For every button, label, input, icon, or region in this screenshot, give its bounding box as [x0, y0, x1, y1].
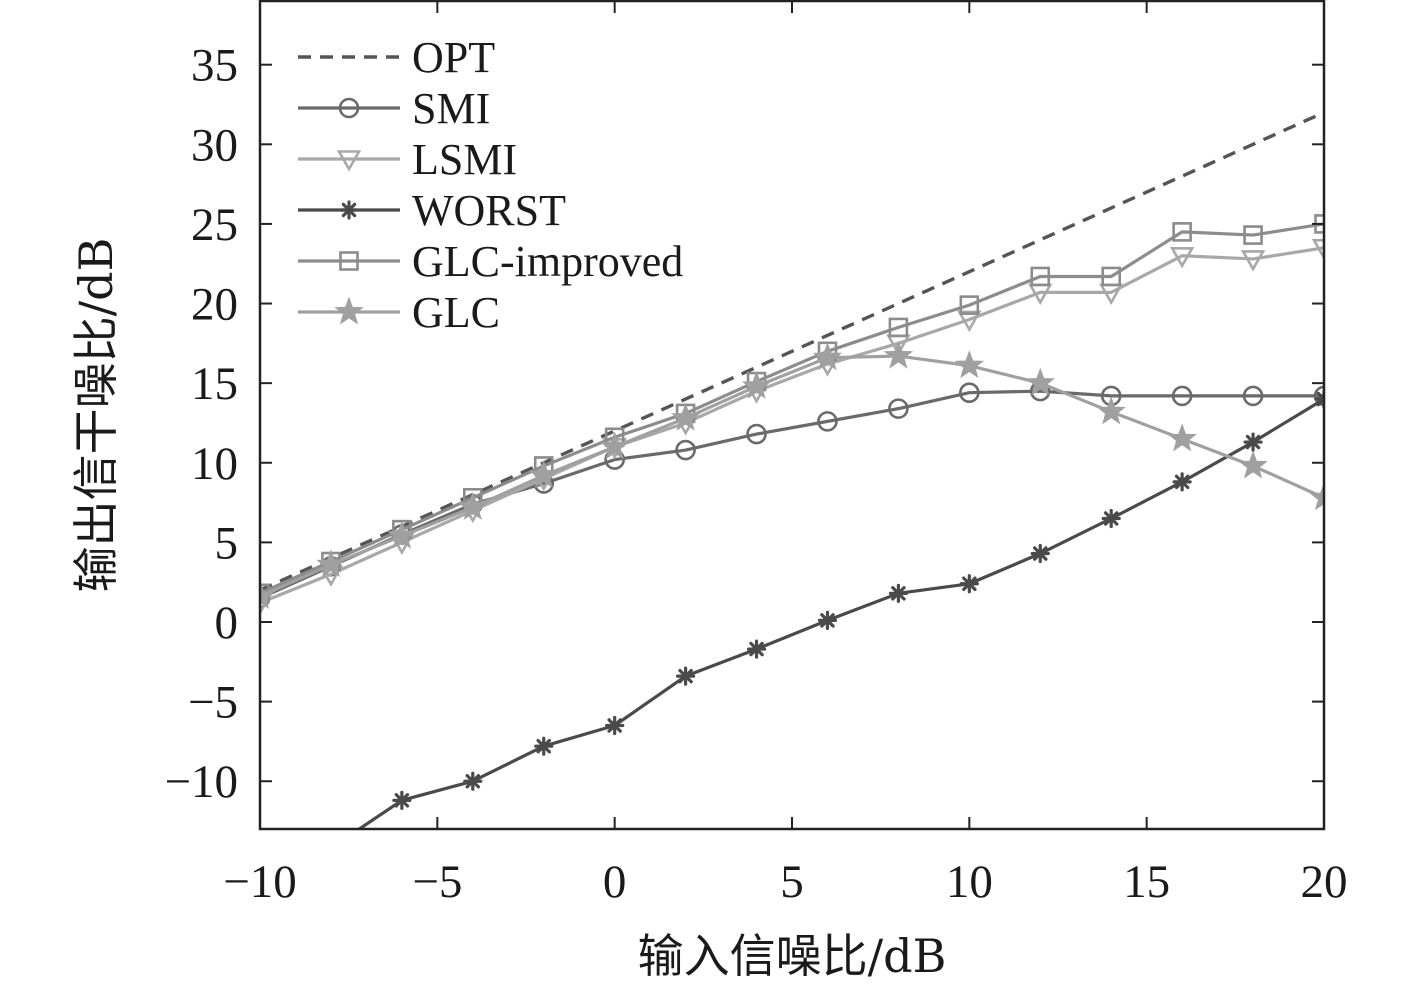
x-tick-label: 10 — [946, 856, 993, 908]
legend-label-opt: OPT — [412, 33, 495, 82]
series-smi — [260, 380, 1324, 609]
y-tick-label: 20 — [191, 279, 238, 331]
data-point-glc-improved — [1243, 225, 1263, 245]
data-point-glc-improved — [888, 317, 909, 338]
legend-item-opt: OPT — [298, 33, 495, 82]
y-tick-label: 25 — [191, 199, 238, 251]
legend-item-glc: GLC — [298, 288, 500, 337]
data-point-smi — [817, 411, 838, 432]
legend-marker-glc — [334, 296, 364, 325]
x-tick-label: 20 — [1301, 856, 1348, 908]
data-point-lsmi — [1169, 246, 1195, 269]
data-point-glc — [1025, 367, 1055, 396]
series-worst — [323, 389, 1324, 856]
series-layer — [260, 110, 1324, 856]
data-point-smi — [959, 382, 980, 404]
x-tick-label: 0 — [603, 856, 627, 908]
data-point-glc — [599, 431, 630, 460]
data-point-glc-improved — [1030, 266, 1051, 287]
data-point-glc — [387, 520, 417, 549]
data-point-worst-center — [1249, 438, 1257, 446]
data-point-glc-improved — [959, 295, 980, 315]
legend-marker-lsmi — [336, 150, 362, 172]
data-point-glc — [741, 370, 772, 399]
y-tick-label: 35 — [191, 40, 238, 92]
data-point-worst-center — [1107, 515, 1115, 522]
y-tick-label: −5 — [188, 677, 238, 729]
legend-label-smi: SMI — [412, 84, 490, 133]
data-point-worst-center — [823, 616, 831, 624]
series-opt — [260, 110, 1324, 592]
data-point-lsmi — [1240, 250, 1266, 272]
series-line-opt — [260, 110, 1324, 592]
data-point-glc — [529, 460, 559, 489]
data-point-worst-center — [327, 845, 334, 852]
y-tick-label: 30 — [191, 119, 238, 171]
data-point-worst-center — [469, 777, 477, 785]
data-point-glc — [883, 340, 914, 369]
legend-label-glc-improved: GLC-improved — [412, 237, 683, 286]
y-tick-label: 5 — [215, 517, 239, 569]
data-point-worst-center — [540, 742, 548, 750]
y-tick-label: 10 — [191, 438, 238, 490]
data-point-smi — [675, 439, 696, 461]
data-point-glc — [1238, 450, 1268, 479]
data-point-glc — [458, 491, 488, 520]
series-glc — [260, 340, 1324, 610]
x-axis-title: 输入信噪比/dB — [638, 929, 947, 983]
legend-label-lsmi: LSMI — [412, 135, 517, 184]
data-point-glc-improved — [1101, 266, 1121, 287]
data-point-glc — [316, 549, 346, 578]
data-point-worst-center — [398, 796, 406, 804]
data-point-glc — [954, 350, 985, 379]
data-point-smi — [888, 398, 909, 419]
y-axis: −10 −5 0 5 10 15 20 25 30 35 — [164, 40, 1324, 808]
data-point-smi — [1313, 385, 1324, 407]
legend-item-worst: WORST — [298, 186, 566, 235]
legend-marker-smi — [338, 97, 360, 119]
y-tick-label: 0 — [215, 597, 239, 649]
data-point-worst-center — [682, 672, 690, 680]
data-point-glc — [260, 581, 275, 610]
legend-marker-glc-improved — [339, 251, 359, 271]
data-point-glc — [812, 342, 843, 371]
legend-label-worst: WORST — [412, 186, 566, 235]
data-point-smi — [1171, 385, 1193, 407]
data-point-glc — [670, 402, 701, 431]
data-point-worst-center — [965, 580, 973, 588]
data-point-smi — [1242, 385, 1264, 407]
y-tick-label: −10 — [164, 756, 238, 808]
series-line-glc — [260, 354, 1324, 598]
data-point-glc — [1309, 482, 1324, 511]
data-point-glc-improved — [1172, 222, 1192, 242]
data-point-lsmi — [1311, 239, 1324, 261]
legend-item-glc-improved: GLC-improved — [298, 237, 683, 286]
x-tick-label: 5 — [780, 856, 804, 908]
data-point-glc — [1096, 396, 1126, 425]
y-tick-label: 15 — [191, 358, 238, 410]
legend-item-smi: SMI — [298, 84, 490, 133]
y-axis-title: 输出信干噪比/dB — [69, 238, 123, 593]
x-tick-label: 15 — [1123, 856, 1170, 908]
data-point-worst-center — [1178, 478, 1186, 486]
data-point-worst-center — [1036, 550, 1044, 558]
series-line-lsmi — [260, 246, 1324, 605]
series-line-glc-improved — [260, 222, 1324, 595]
legend-marker-worst-center — [345, 206, 353, 214]
data-point-glc — [1167, 423, 1197, 452]
data-point-lsmi — [957, 310, 982, 333]
x-tick-label: −10 — [223, 856, 297, 908]
data-point-smi — [746, 423, 767, 445]
x-axis: −10 −5 0 5 10 15 20 — [223, 1, 1348, 908]
legend-label-glc: GLC — [412, 288, 500, 337]
legend-item-lsmi: LSMI — [298, 135, 517, 184]
data-point-worst-center — [753, 645, 761, 653]
series-line-smi — [260, 389, 1324, 600]
data-point-worst — [323, 840, 339, 856]
x-tick-label: −5 — [412, 856, 462, 908]
data-point-worst-center — [894, 589, 902, 597]
data-point-worst-center — [611, 722, 619, 729]
